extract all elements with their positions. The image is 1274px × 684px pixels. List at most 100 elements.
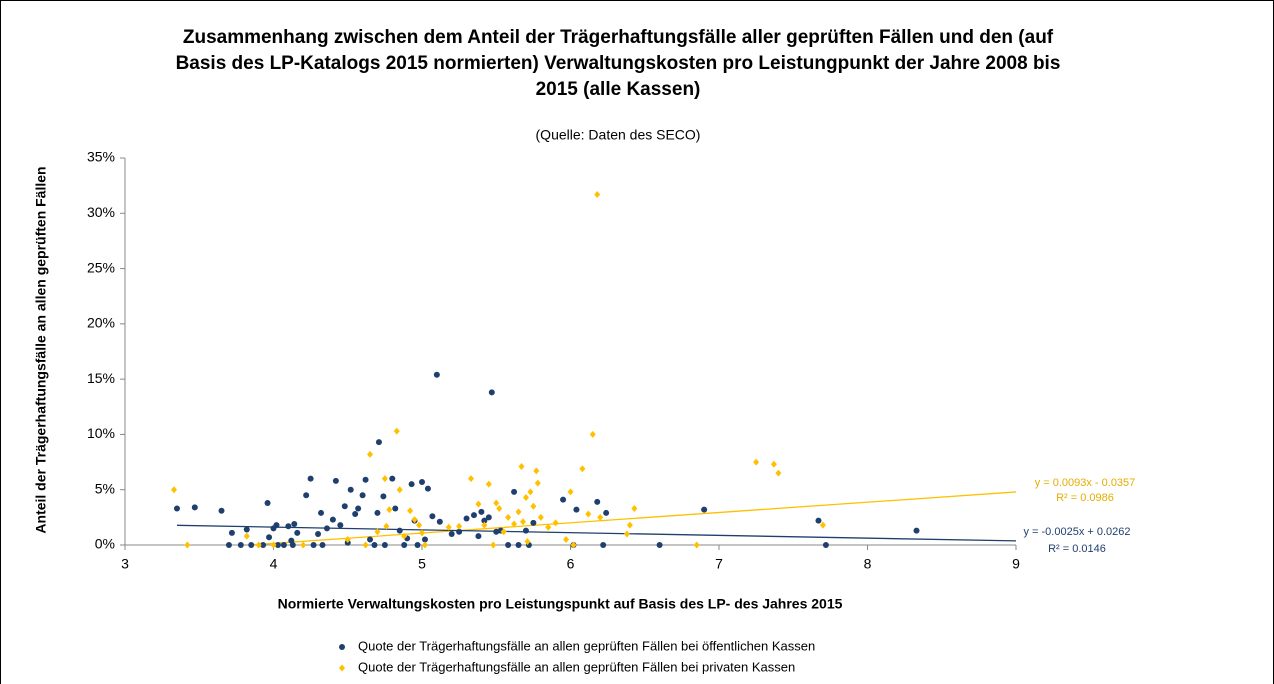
point xyxy=(371,542,378,548)
point xyxy=(500,528,507,536)
point xyxy=(416,521,423,529)
point xyxy=(337,522,344,529)
point xyxy=(248,542,255,548)
point xyxy=(456,528,463,535)
point xyxy=(567,488,574,496)
point xyxy=(594,190,601,198)
point xyxy=(493,499,500,507)
point xyxy=(315,530,322,537)
point xyxy=(374,528,381,536)
point xyxy=(656,542,663,548)
x-tick-label: 4 xyxy=(270,556,278,572)
point xyxy=(347,486,354,493)
point xyxy=(274,542,281,548)
point xyxy=(448,530,455,537)
point xyxy=(470,512,477,519)
point xyxy=(594,498,601,505)
point xyxy=(563,535,570,543)
point xyxy=(401,542,408,548)
point xyxy=(294,529,301,536)
point xyxy=(515,542,522,548)
point xyxy=(280,542,287,548)
y-tick-label: 0% xyxy=(95,536,115,552)
point xyxy=(424,485,431,492)
legend-marker xyxy=(339,664,345,672)
point xyxy=(419,478,425,485)
x-tick-label: 9 xyxy=(1012,556,1020,572)
point xyxy=(530,519,537,526)
point xyxy=(191,504,198,511)
x-tick-label: 5 xyxy=(418,556,426,572)
point xyxy=(534,479,541,487)
point xyxy=(329,516,336,523)
point xyxy=(381,542,388,548)
point xyxy=(527,488,534,496)
point xyxy=(585,510,592,518)
point xyxy=(815,517,822,524)
x-tick-label: 3 xyxy=(121,556,129,572)
point xyxy=(421,536,428,543)
point xyxy=(456,522,463,530)
point xyxy=(505,542,512,548)
point xyxy=(433,371,440,378)
trend-r2: R² = 0.0146 xyxy=(1048,543,1106,555)
point xyxy=(822,542,829,548)
point xyxy=(255,541,262,549)
point xyxy=(386,506,393,514)
y-tick-label: 15% xyxy=(87,370,115,386)
point xyxy=(488,389,495,396)
point xyxy=(319,542,326,548)
point xyxy=(573,506,580,513)
point xyxy=(407,507,414,515)
point xyxy=(770,460,777,468)
chart-subtitle: (Quelle: Daten des SECO) xyxy=(536,127,701,143)
point xyxy=(355,505,362,512)
point xyxy=(396,527,403,534)
point xyxy=(396,486,403,494)
point xyxy=(701,506,708,513)
point xyxy=(237,542,244,548)
point xyxy=(560,496,567,503)
y-tick-label: 10% xyxy=(87,425,115,441)
point xyxy=(775,469,782,477)
point xyxy=(332,477,339,484)
point xyxy=(475,500,482,508)
trend-equation: y = 0.0093x - 0.0357 xyxy=(1035,477,1136,489)
point xyxy=(352,511,359,518)
x-tick-label: 8 xyxy=(864,556,872,572)
point xyxy=(522,527,529,534)
x-axis-label: Normierte Verwaltungskosten pro Leistung… xyxy=(278,596,843,612)
point xyxy=(570,541,577,549)
point xyxy=(597,513,604,521)
point xyxy=(537,513,544,521)
point xyxy=(511,520,518,528)
point xyxy=(289,542,296,548)
point xyxy=(419,529,425,537)
x-tick-label: 7 xyxy=(715,556,723,572)
point xyxy=(270,541,277,549)
point xyxy=(589,430,596,438)
point xyxy=(522,493,529,501)
point xyxy=(228,529,235,536)
point xyxy=(631,505,638,513)
point xyxy=(243,532,250,540)
point xyxy=(481,517,488,524)
point xyxy=(530,502,537,510)
point xyxy=(626,521,633,529)
point xyxy=(184,541,191,549)
point xyxy=(389,475,396,482)
point xyxy=(243,526,250,533)
chart-title: 2015 (alle Kassen) xyxy=(536,79,701,100)
point xyxy=(411,516,418,524)
point xyxy=(463,515,470,522)
point xyxy=(318,509,325,516)
point xyxy=(408,481,415,488)
point xyxy=(533,467,540,475)
point xyxy=(693,541,700,549)
point xyxy=(478,508,485,515)
point xyxy=(524,538,531,546)
point xyxy=(303,492,310,499)
point xyxy=(307,475,314,482)
point xyxy=(436,518,443,525)
